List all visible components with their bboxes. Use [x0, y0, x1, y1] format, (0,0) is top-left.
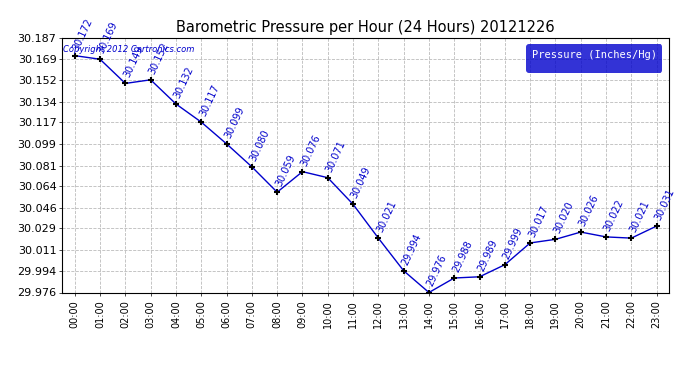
- Text: 29.976: 29.976: [426, 254, 449, 288]
- Text: 29.994: 29.994: [400, 232, 424, 267]
- Text: 29.999: 29.999: [502, 226, 524, 261]
- Text: 29.989: 29.989: [476, 238, 500, 273]
- Text: 30.031: 30.031: [653, 187, 676, 222]
- Text: 30.049: 30.049: [350, 165, 373, 200]
- Text: 30.132: 30.132: [172, 65, 196, 100]
- Text: 30.020: 30.020: [552, 200, 575, 235]
- Text: 30.080: 30.080: [248, 128, 272, 163]
- Text: 30.071: 30.071: [324, 139, 348, 174]
- Text: 30.117: 30.117: [198, 83, 221, 118]
- Text: 30.172: 30.172: [71, 16, 95, 51]
- Text: 30.021: 30.021: [628, 199, 651, 234]
- Text: 30.021: 30.021: [375, 199, 398, 234]
- Title: Barometric Pressure per Hour (24 Hours) 20121226: Barometric Pressure per Hour (24 Hours) …: [177, 20, 555, 35]
- Text: 30.149: 30.149: [122, 45, 145, 79]
- Text: 30.022: 30.022: [602, 198, 626, 233]
- Text: 29.988: 29.988: [451, 239, 474, 274]
- Text: 30.152: 30.152: [147, 41, 170, 76]
- Legend: : [526, 45, 662, 72]
- Text: 30.026: 30.026: [578, 193, 600, 228]
- Text: 30.076: 30.076: [299, 133, 322, 168]
- Text: Copyright 2012 Cartronics.com: Copyright 2012 Cartronics.com: [63, 45, 195, 54]
- Text: 30.169: 30.169: [97, 20, 120, 55]
- Text: 30.099: 30.099: [223, 105, 246, 140]
- Text: 30.059: 30.059: [274, 153, 297, 188]
- Text: 30.017: 30.017: [526, 204, 550, 239]
